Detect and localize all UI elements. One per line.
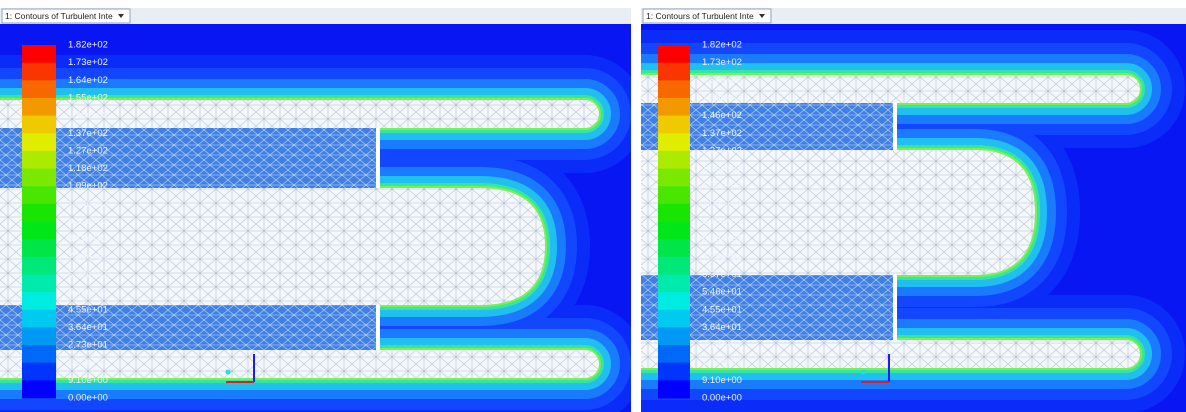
mesh-region — [0, 128, 378, 188]
colorbar-block — [658, 80, 690, 98]
colorbar-label: 7.28e+01 — [702, 251, 742, 262]
colorbar-block — [658, 169, 690, 187]
colorbar-label: 1.64e+02 — [68, 75, 108, 86]
colorbar-block — [22, 327, 56, 345]
colorbar-label: 1.73e+02 — [702, 57, 742, 68]
colorbar-block — [22, 133, 56, 151]
colorbar-block — [22, 63, 56, 81]
colorbar-block — [22, 257, 56, 275]
colorbar-block — [658, 204, 690, 222]
colorbar-block — [22, 45, 56, 63]
colorbar-block — [658, 98, 690, 116]
colorbar-block — [658, 257, 690, 275]
colorbar-label: 1.82e+01 — [68, 357, 108, 368]
colorbar-label: 8.19e+01 — [702, 234, 742, 245]
colorbar-label: 1.27e+02 — [702, 145, 742, 156]
colorbar-label: 1.46e+02 — [702, 110, 742, 121]
colorbar-label: 1.37e+02 — [702, 128, 742, 139]
mesh-tube — [641, 150, 1035, 275]
colorbar-label: 9.10e+00 — [68, 375, 108, 386]
colorbar-label: 9.10e+00 — [702, 375, 742, 386]
colorbar-block — [658, 186, 690, 204]
colorbar-block — [658, 363, 690, 381]
contour-panel: 1.82e+02 1.73e+02 1.64e+02 1.55e+02 1.46e+02… — [641, 8, 1186, 412]
colorbar-block — [22, 169, 56, 187]
colorbar-label: 2.73e+01 — [702, 340, 742, 351]
colorbar-block — [658, 63, 690, 81]
colorbar-label: 6.37e+01 — [68, 269, 108, 280]
colorbar-block — [22, 363, 56, 381]
colorbar-block — [22, 239, 56, 257]
colorbar-block — [658, 45, 690, 63]
colorbar-label: 1.46e+02 — [68, 110, 108, 121]
colorbar-label: 1.00e+02 — [702, 198, 742, 209]
colorbar-block — [22, 116, 56, 134]
colorbar-label: 8.19e+01 — [68, 234, 108, 245]
colorbar-label: 1.64e+02 — [702, 75, 742, 86]
colorbar-label: 4.55e+01 — [68, 304, 108, 315]
dropdown-label: 1: Contours of Turbulent Inte — [646, 11, 754, 21]
colorbar-label: 0.00e+00 — [702, 393, 742, 404]
colorbar-block — [658, 327, 690, 345]
colorbar-label: 3.64e+01 — [702, 322, 742, 333]
colorbar-block — [22, 80, 56, 98]
colorbar-block — [658, 116, 690, 134]
colorbar-block — [658, 239, 690, 257]
colorbar-block — [22, 380, 56, 398]
colorbar-label: 7.28e+01 — [68, 251, 108, 262]
colorbar-block — [22, 151, 56, 169]
colorbar-label: 1.55e+02 — [68, 92, 108, 103]
colorbar-block — [22, 274, 56, 292]
colorbar-block — [658, 310, 690, 328]
dropdown-label: 1: Contours of Turbulent Inte — [5, 11, 113, 21]
screenshot: 1.82e+02 1.73e+02 1.64e+02 1.55e+02 1.46e+02… — [0, 0, 1186, 412]
colorbar-block — [22, 292, 56, 310]
colorbar-label: 3.64e+01 — [68, 322, 108, 333]
page: 1.82e+02 1.73e+02 1.64e+02 1.55e+02 1.46e+02… — [0, 0, 1186, 412]
mesh-region — [0, 305, 378, 350]
colorbar-label: 2.73e+01 — [68, 340, 108, 351]
colorbar-label: 1.00e+02 — [68, 198, 108, 209]
colorbar-label: 1.37e+02 — [68, 128, 108, 139]
colorbar-label: 9.10e+01 — [68, 216, 108, 227]
colorbar-label: 5.46e+01 — [702, 287, 742, 298]
axis-z — [861, 370, 866, 375]
colorbar-label: 0.00e+00 — [68, 393, 108, 404]
colorbar-label: 1.09e+02 — [68, 181, 108, 192]
colorbar-block — [22, 222, 56, 240]
axis-z — [226, 370, 231, 375]
colorbar-label: 9.10e+01 — [702, 216, 742, 227]
colorbar-label: 1.09e+02 — [702, 181, 742, 192]
colorbar-block — [658, 151, 690, 169]
colorbar-block — [22, 186, 56, 204]
colorbar-label: 1.82e+02 — [68, 40, 108, 51]
colorbar-block — [22, 98, 56, 116]
colorbar-block — [22, 345, 56, 363]
colorbar-label: 5.46e+01 — [68, 287, 108, 298]
colorbar-label: 1.82e+01 — [702, 357, 742, 368]
colorbar-block — [22, 310, 56, 328]
colorbar-label: 4.55e+01 — [702, 304, 742, 315]
contour-panel: 1.82e+02 1.73e+02 1.64e+02 1.55e+02 1.46e+02… — [0, 8, 631, 412]
colorbar-block — [658, 274, 690, 292]
colorbar-label: 1.18e+02 — [68, 163, 108, 174]
colorbar-label: 1.82e+02 — [702, 40, 742, 51]
colorbar-label: 6.37e+01 — [702, 269, 742, 280]
colorbar-block — [658, 133, 690, 151]
colorbar-block — [658, 345, 690, 363]
colorbar-label: 1.18e+02 — [702, 163, 742, 174]
colorbar-label: 1.55e+02 — [702, 92, 742, 103]
colorbar-block — [658, 292, 690, 310]
colorbar-block — [658, 222, 690, 240]
colorbar-block — [658, 380, 690, 398]
colorbar-label: 1.73e+02 — [68, 57, 108, 68]
colorbar-label: 1.27e+02 — [68, 145, 108, 156]
colorbar-block — [22, 204, 56, 222]
